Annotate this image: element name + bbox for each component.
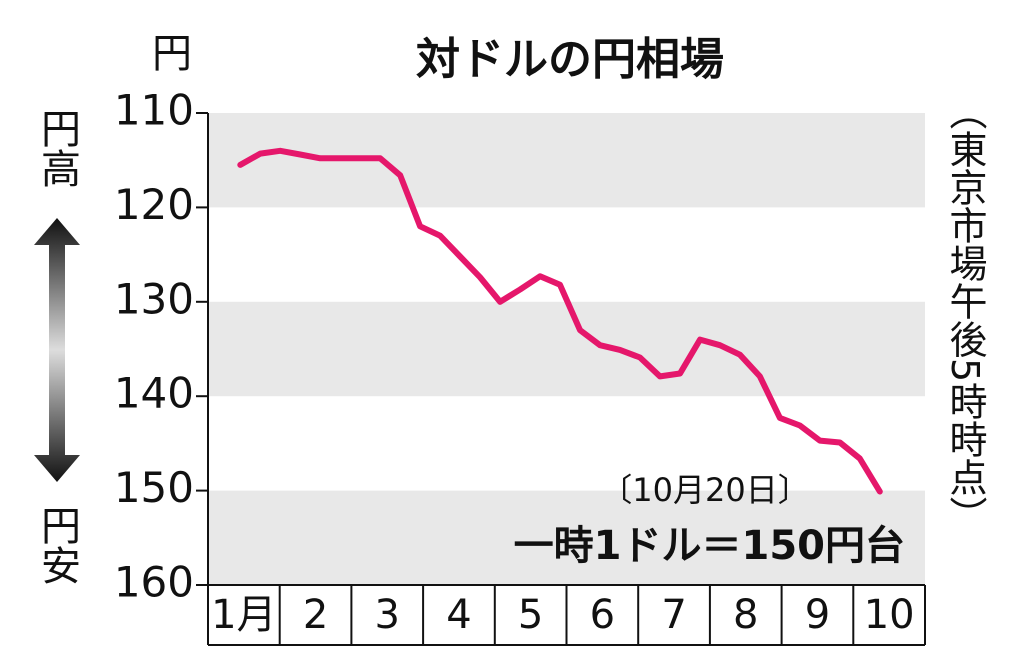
- weak-label: 円安: [34, 505, 80, 585]
- x-tick-label: 9: [805, 592, 830, 638]
- source-note: （東京市場午後5時時点）: [943, 92, 987, 535]
- x-tick-label: 6: [590, 592, 615, 638]
- direction-arrow: [34, 218, 80, 482]
- x-tick-label: 3: [375, 592, 400, 638]
- rate-line: [237, 147, 883, 495]
- x-tick-label: 10: [864, 592, 915, 638]
- y-tick-label: 120: [114, 180, 194, 229]
- x-tick-label: 2: [303, 592, 328, 638]
- grid-band: [208, 301, 925, 397]
- annotation-note: 一時1ドル＝150円台: [514, 523, 905, 569]
- strong-label: 円高: [34, 108, 80, 188]
- x-tick-label: 7: [661, 592, 686, 638]
- x-tick-label: 1月: [211, 592, 276, 638]
- chart-title: 対ドルの円相場: [416, 34, 724, 85]
- annotation-date: 〔10月20日〕: [600, 471, 809, 509]
- y-tick-label: 130: [114, 274, 194, 323]
- y-tick-label: 140: [114, 369, 194, 418]
- y-tick-label: 150: [114, 463, 194, 512]
- x-tick-label: 5: [518, 592, 543, 638]
- x-tick-label: 4: [446, 592, 471, 638]
- grid-band: [208, 490, 925, 585]
- x-tick-label: 8: [733, 592, 758, 638]
- y-axis-label: 円: [152, 31, 192, 77]
- y-tick-label: 110: [114, 86, 194, 135]
- y-tick-label: 160: [114, 558, 194, 607]
